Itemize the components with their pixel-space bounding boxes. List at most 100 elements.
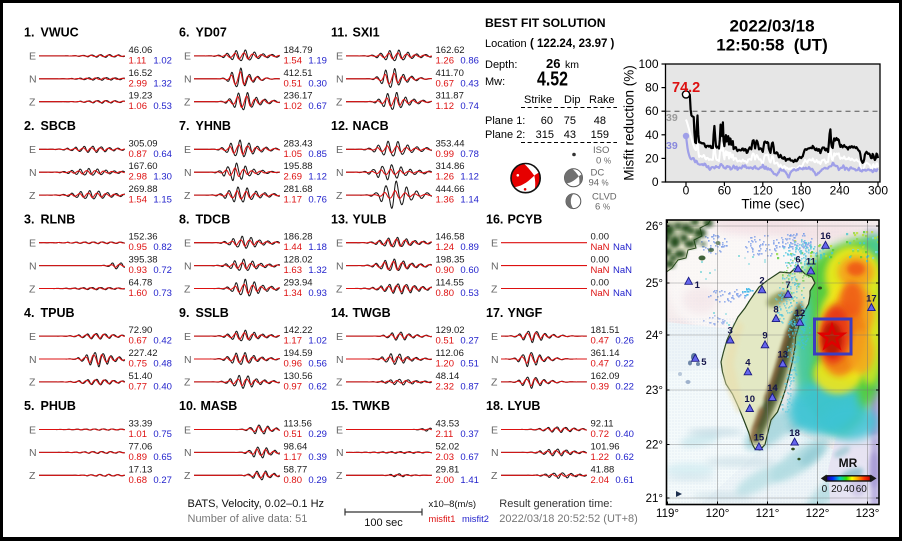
svg-text:0.61: 0.61 [615, 475, 634, 486]
svg-text:Misfit reduction (%): Misfit reduction (%) [622, 65, 637, 181]
svg-text:123°: 123° [856, 508, 880, 520]
svg-text:2.11: 2.11 [436, 429, 454, 440]
svg-text:184.79: 184.79 [284, 45, 313, 56]
svg-text:40: 40 [843, 484, 855, 495]
svg-text:1.11: 1.11 [129, 55, 147, 66]
svg-text:2.04: 2.04 [591, 475, 610, 486]
svg-text:NaN: NaN [591, 242, 610, 253]
svg-text:2.32: 2.32 [436, 381, 455, 392]
svg-text:23°: 23° [646, 385, 663, 397]
svg-text:311.87: 311.87 [436, 91, 464, 102]
svg-text:1.17: 1.17 [284, 452, 303, 463]
svg-text:16.52: 16.52 [129, 68, 153, 79]
svg-text:94: 94 [589, 178, 600, 189]
svg-text:0.51: 0.51 [284, 78, 303, 89]
svg-text:MASB: MASB [201, 399, 238, 413]
svg-text:48.14: 48.14 [436, 371, 460, 382]
svg-text:8.: 8. [179, 212, 189, 226]
svg-text:186.28: 186.28 [284, 232, 313, 243]
svg-text:0.62: 0.62 [615, 452, 634, 463]
svg-text:6.: 6. [179, 26, 189, 40]
svg-text:120°: 120° [706, 508, 730, 520]
svg-text:DC: DC [591, 168, 605, 179]
svg-text:E: E [184, 331, 191, 343]
svg-text:E: E [491, 331, 498, 343]
svg-text:0.39: 0.39 [591, 381, 610, 392]
svg-text:7: 7 [785, 280, 790, 291]
svg-text:361.14: 361.14 [591, 348, 620, 359]
svg-text:1.30: 1.30 [153, 172, 172, 183]
svg-text:0.00: 0.00 [591, 278, 610, 289]
svg-text:5: 5 [701, 357, 707, 368]
svg-text:N: N [29, 447, 37, 459]
svg-text:112.06: 112.06 [436, 348, 464, 359]
svg-text:TDCB: TDCB [196, 212, 231, 226]
svg-text:Depth:: Depth: [485, 59, 517, 71]
svg-text:0.30: 0.30 [308, 78, 327, 89]
svg-text:Z: Z [491, 283, 498, 295]
svg-text:33.39: 33.39 [129, 419, 153, 430]
svg-text:113.56: 113.56 [284, 419, 312, 430]
svg-text:146.58: 146.58 [436, 232, 465, 243]
svg-text:14.: 14. [331, 306, 348, 320]
svg-text:0.89: 0.89 [129, 452, 148, 463]
svg-text:Z: Z [29, 283, 36, 295]
svg-text:48: 48 [594, 115, 606, 127]
svg-text:4: 4 [745, 358, 751, 369]
svg-text:0.27: 0.27 [460, 336, 479, 347]
svg-text:2.03: 2.03 [436, 452, 455, 463]
svg-text:0.77: 0.77 [129, 381, 148, 392]
svg-text:E: E [336, 331, 343, 343]
svg-text:75: 75 [564, 115, 576, 127]
svg-text:0.47: 0.47 [591, 359, 610, 370]
svg-text:0.89: 0.89 [460, 242, 479, 253]
svg-text:0.51: 0.51 [284, 429, 303, 440]
svg-text:0.40: 0.40 [153, 381, 172, 392]
svg-text:0.40: 0.40 [615, 429, 634, 440]
svg-text:60: 60 [856, 484, 868, 495]
svg-text:58.77: 58.77 [284, 464, 308, 475]
svg-text:1.60: 1.60 [129, 288, 148, 299]
svg-text:7.: 7. [179, 119, 189, 133]
svg-text:E: E [29, 424, 36, 436]
svg-text:18: 18 [789, 428, 800, 439]
svg-text:1.: 1. [24, 26, 34, 40]
svg-text:Z: Z [491, 470, 498, 482]
svg-text:0.29: 0.29 [308, 475, 327, 486]
svg-text:Z: Z [336, 470, 343, 482]
svg-text:0.22: 0.22 [615, 381, 634, 392]
svg-text:1.36: 1.36 [436, 195, 455, 206]
svg-text:281.68: 281.68 [284, 184, 313, 195]
svg-text:1.02: 1.02 [153, 55, 172, 66]
svg-text:51.40: 51.40 [129, 371, 153, 382]
svg-text:1: 1 [695, 280, 701, 291]
svg-text:Z: Z [184, 190, 191, 202]
svg-text:0.80: 0.80 [436, 288, 455, 299]
svg-text:0.85: 0.85 [308, 149, 327, 160]
svg-text:0.97: 0.97 [284, 381, 303, 392]
svg-text:0.80: 0.80 [284, 475, 303, 486]
svg-text:17.13: 17.13 [129, 464, 153, 475]
svg-text:120: 120 [753, 184, 773, 198]
svg-text:64.78: 64.78 [129, 278, 153, 289]
svg-text:21°: 21° [646, 493, 663, 505]
svg-text:N: N [184, 74, 192, 86]
svg-text:N: N [336, 447, 344, 459]
svg-text:N: N [29, 74, 37, 86]
svg-text:Location: Location [485, 38, 527, 50]
svg-text:Z: Z [29, 190, 36, 202]
svg-text:2: 2 [759, 276, 764, 287]
svg-text:60: 60 [645, 104, 659, 118]
svg-text:Plane 1:: Plane 1: [485, 115, 525, 127]
svg-text:SBCB: SBCB [41, 119, 76, 133]
svg-text:167.60: 167.60 [129, 161, 158, 172]
svg-text:162.62: 162.62 [436, 45, 465, 56]
svg-text:1.34: 1.34 [284, 288, 303, 299]
svg-text:0.43: 0.43 [460, 78, 479, 89]
svg-text:N: N [336, 74, 344, 86]
svg-text:YHNB: YHNB [196, 119, 231, 133]
svg-text:300: 300 [868, 184, 888, 198]
svg-text:Z: Z [336, 190, 343, 202]
svg-text:15.: 15. [331, 399, 348, 413]
svg-text:46.06: 46.06 [129, 45, 153, 56]
